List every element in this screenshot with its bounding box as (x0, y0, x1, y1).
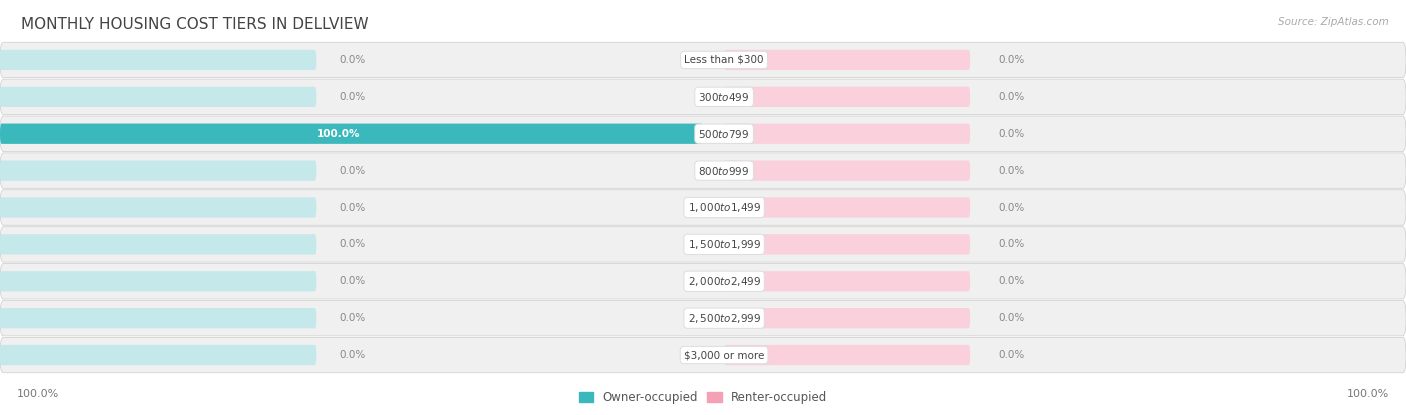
Text: 0.0%: 0.0% (998, 313, 1025, 323)
FancyBboxPatch shape (0, 79, 1406, 115)
FancyBboxPatch shape (0, 345, 316, 365)
Text: $2,500 to $2,999: $2,500 to $2,999 (688, 312, 761, 325)
Text: 0.0%: 0.0% (339, 239, 366, 249)
Text: 0.0%: 0.0% (998, 92, 1025, 102)
FancyBboxPatch shape (0, 42, 1406, 78)
Text: Less than $300: Less than $300 (685, 55, 763, 65)
FancyBboxPatch shape (0, 190, 1406, 225)
Text: 0.0%: 0.0% (998, 166, 1025, 176)
Text: 0.0%: 0.0% (998, 276, 1025, 286)
Text: 0.0%: 0.0% (998, 129, 1025, 139)
FancyBboxPatch shape (0, 198, 316, 217)
FancyBboxPatch shape (0, 124, 703, 144)
Text: 0.0%: 0.0% (339, 92, 366, 102)
FancyBboxPatch shape (0, 116, 1406, 151)
Text: 0.0%: 0.0% (998, 350, 1025, 360)
Text: 0.0%: 0.0% (339, 166, 366, 176)
FancyBboxPatch shape (0, 87, 316, 107)
Text: MONTHLY HOUSING COST TIERS IN DELLVIEW: MONTHLY HOUSING COST TIERS IN DELLVIEW (21, 17, 368, 32)
FancyBboxPatch shape (0, 337, 1406, 373)
Text: 0.0%: 0.0% (339, 276, 366, 286)
Text: $1,000 to $1,499: $1,000 to $1,499 (688, 201, 761, 214)
Text: 100.0%: 100.0% (17, 389, 59, 399)
FancyBboxPatch shape (724, 234, 970, 254)
Text: 0.0%: 0.0% (339, 203, 366, 212)
FancyBboxPatch shape (724, 308, 970, 328)
FancyBboxPatch shape (0, 161, 316, 181)
FancyBboxPatch shape (724, 124, 970, 144)
FancyBboxPatch shape (0, 264, 1406, 299)
FancyBboxPatch shape (0, 124, 316, 144)
Text: 100.0%: 100.0% (1347, 389, 1389, 399)
Text: 100.0%: 100.0% (316, 129, 360, 139)
Text: Source: ZipAtlas.com: Source: ZipAtlas.com (1278, 17, 1389, 27)
FancyBboxPatch shape (0, 153, 1406, 188)
Text: 0.0%: 0.0% (998, 203, 1025, 212)
FancyBboxPatch shape (0, 50, 316, 70)
Text: $3,000 or more: $3,000 or more (683, 350, 765, 360)
FancyBboxPatch shape (0, 308, 316, 328)
Legend: Owner-occupied, Renter-occupied: Owner-occupied, Renter-occupied (574, 387, 832, 409)
FancyBboxPatch shape (724, 161, 970, 181)
FancyBboxPatch shape (724, 345, 970, 365)
FancyBboxPatch shape (724, 271, 970, 291)
Text: 0.0%: 0.0% (339, 350, 366, 360)
FancyBboxPatch shape (0, 227, 1406, 262)
Text: $800 to $999: $800 to $999 (699, 165, 749, 177)
Text: 0.0%: 0.0% (339, 55, 366, 65)
FancyBboxPatch shape (0, 234, 316, 254)
Text: 0.0%: 0.0% (998, 239, 1025, 249)
Text: $2,000 to $2,499: $2,000 to $2,499 (688, 275, 761, 288)
Text: 0.0%: 0.0% (998, 55, 1025, 65)
Text: 0.0%: 0.0% (339, 313, 366, 323)
Text: $300 to $499: $300 to $499 (699, 91, 749, 103)
FancyBboxPatch shape (724, 50, 970, 70)
FancyBboxPatch shape (724, 198, 970, 217)
FancyBboxPatch shape (0, 300, 1406, 336)
Text: $1,500 to $1,999: $1,500 to $1,999 (688, 238, 761, 251)
FancyBboxPatch shape (0, 271, 316, 291)
Text: $500 to $799: $500 to $799 (699, 128, 749, 140)
FancyBboxPatch shape (724, 87, 970, 107)
